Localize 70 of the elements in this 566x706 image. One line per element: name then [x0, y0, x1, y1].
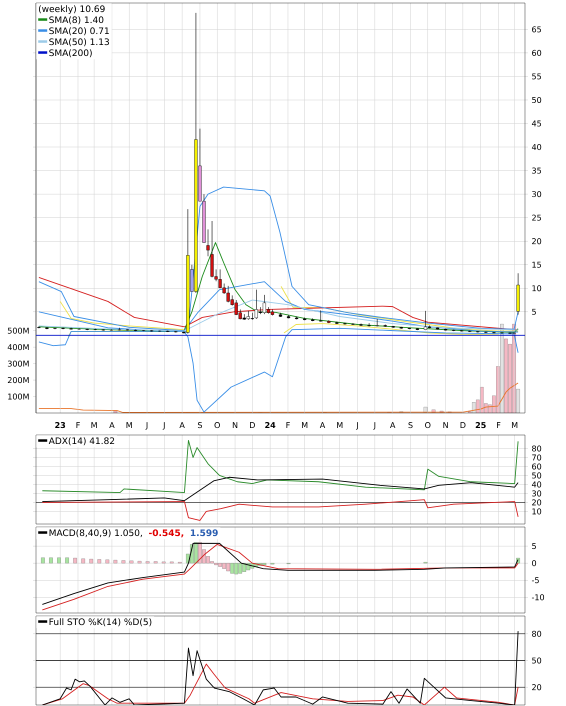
x-tick-label: M [126, 422, 132, 428]
x-tick-label: A [179, 422, 185, 428]
y2-tick-label: 300M [8, 360, 29, 367]
x-tick-label: D [460, 422, 466, 428]
x-tick-label: 25 [476, 422, 486, 428]
y-tick-label: 50 [532, 472, 542, 478]
y2-tick-label: 400M [8, 344, 29, 350]
x-tick-label: O [214, 422, 220, 428]
x-tick-label: N [232, 422, 238, 428]
y-tick-label: 50 [532, 657, 542, 664]
x-tick-label: J [162, 422, 165, 430]
y-tick-label: 80 [532, 630, 542, 637]
x-tick-label: M [512, 422, 518, 428]
y-tick-label: 5 [532, 543, 536, 550]
x-tick-label: N [443, 422, 448, 428]
y-tick-label: -5 [532, 577, 539, 584]
y-tick-label: 60 [532, 50, 542, 56]
y-tick-label: 65 [532, 26, 542, 32]
x-tick-label: M [302, 422, 308, 428]
x-tick-label: 23 [55, 422, 66, 428]
y-tick-label: 0 [532, 560, 536, 566]
y-tick-label: 25 [532, 214, 542, 221]
y2-tick-label: 100M [8, 394, 29, 400]
x-tick-label: F [286, 422, 290, 428]
legend-label: ADX(14) 41.82 [48, 437, 114, 446]
y-tick-label: 20 [532, 238, 542, 244]
y-tick-label: 20 [532, 684, 542, 690]
y-tick-label: 10 [532, 285, 542, 292]
x-tick-label: S [408, 422, 413, 428]
y-tick-label: 35 [532, 168, 542, 174]
y-tick-label: 30 [532, 191, 542, 198]
legend-label: SMA(50) 1.13 [49, 38, 109, 46]
x-tick-label: M [337, 422, 342, 428]
legend-label: Full STO %K(14) %D(5) [50, 618, 152, 626]
x-tick-label: D [250, 422, 255, 428]
y-tick-label: 55 [532, 73, 542, 80]
y-tick-label: 10 [532, 508, 542, 514]
annotation: 1.599 [190, 529, 218, 536]
legend-label: SMA(20) 0.71 [49, 27, 109, 36]
y-tick-label: 15 [532, 262, 542, 268]
x-tick-label: M [91, 422, 97, 428]
y-tick-label: 45 [532, 120, 542, 126]
y2-tick-label: 200M [8, 377, 29, 384]
x-tick-label: J [145, 422, 148, 430]
y-tick-label: 5 [532, 308, 536, 315]
y-tick-label: 40 [532, 144, 542, 150]
y2-tick-label: 500M [8, 328, 29, 334]
y-tick-label: 50 [532, 96, 542, 103]
y-tick-label: -10 [532, 594, 544, 600]
legend-label: MACD(8,40,9) 1.050, [50, 529, 142, 538]
legend-label: SMA(200) [49, 49, 92, 58]
x-tick-label: J [356, 422, 358, 430]
y-tick-label: 70 [532, 454, 542, 460]
x-tick-label: 24 [265, 422, 276, 428]
x-tick-label: O [425, 422, 430, 428]
chart-title: (weekly) 10.69 [38, 5, 105, 14]
x-tick-label: A [320, 422, 326, 428]
x-tick-label: J [373, 422, 376, 430]
y-tick-label: 80 [532, 445, 542, 452]
x-tick-label: F [76, 422, 80, 428]
x-tick-label: A [109, 422, 115, 428]
x-tick-label: S [198, 422, 202, 428]
legend-label: SMA(8) 1.40 [49, 16, 104, 24]
x-tick-label: F [497, 422, 500, 428]
y-tick-label: 40 [532, 481, 542, 488]
x-tick-label: A [390, 422, 396, 428]
y-tick-label: 20 [532, 499, 542, 506]
annotation: -0.545, [149, 529, 184, 538]
y-tick-label: 60 [532, 463, 542, 470]
y-tick-label: 30 [532, 490, 542, 496]
